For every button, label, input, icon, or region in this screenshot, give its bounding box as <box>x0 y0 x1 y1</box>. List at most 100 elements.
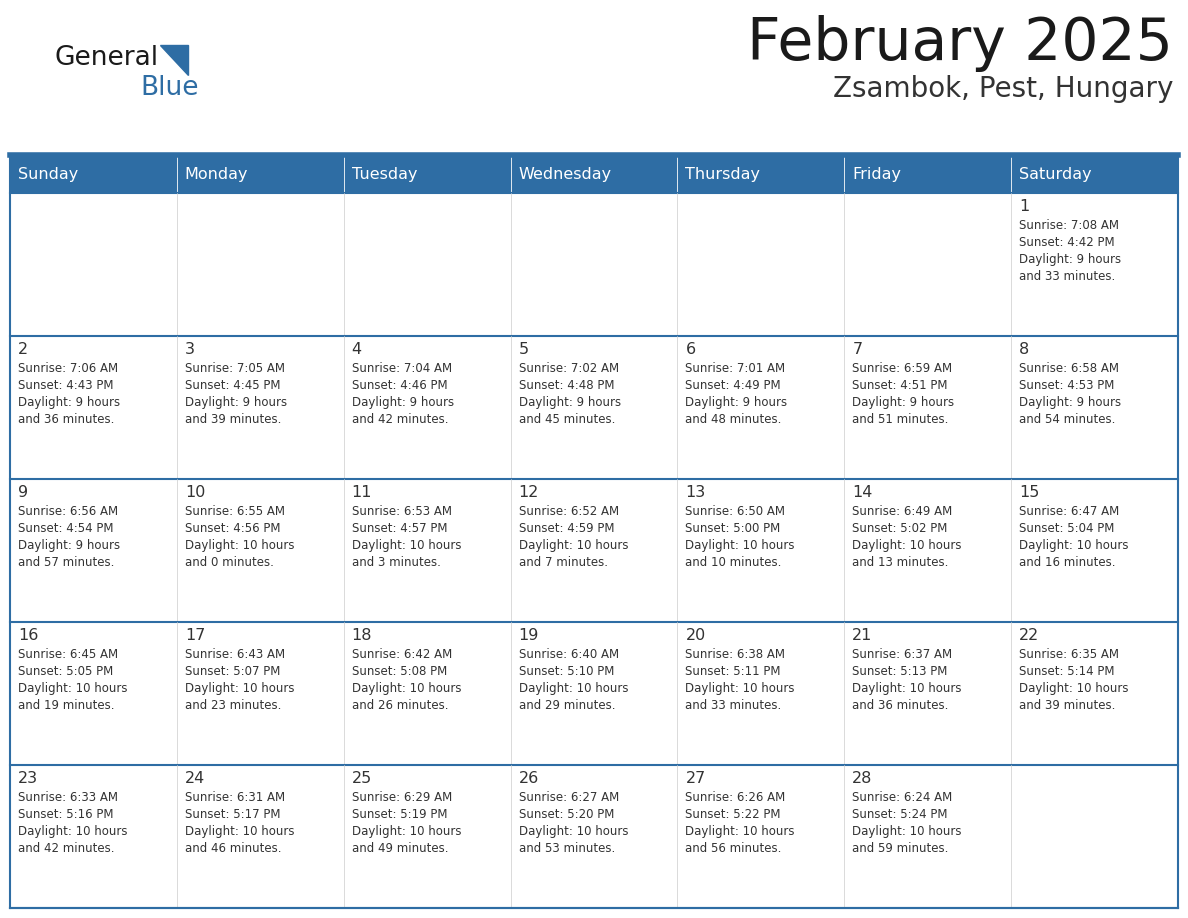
Text: Zsambok, Pest, Hungary: Zsambok, Pest, Hungary <box>833 75 1173 103</box>
Text: Sunrise: 6:58 AM: Sunrise: 6:58 AM <box>1019 362 1119 375</box>
Text: 25: 25 <box>352 771 372 786</box>
Bar <box>343 765 511 908</box>
Text: Daylight: 9 hours: Daylight: 9 hours <box>852 396 954 409</box>
Text: and 10 minutes.: and 10 minutes. <box>685 556 782 569</box>
Text: and 36 minutes.: and 36 minutes. <box>852 699 949 712</box>
Text: Sunset: 5:11 PM: Sunset: 5:11 PM <box>685 665 781 678</box>
Text: Sunset: 4:57 PM: Sunset: 4:57 PM <box>352 522 447 535</box>
Text: Daylight: 9 hours: Daylight: 9 hours <box>519 396 620 409</box>
Bar <box>677 622 845 765</box>
Bar <box>511 622 677 765</box>
Text: 18: 18 <box>352 628 372 643</box>
Text: 10: 10 <box>185 485 206 500</box>
Text: Daylight: 10 hours: Daylight: 10 hours <box>1019 539 1129 552</box>
Bar <box>10 193 177 336</box>
Text: 12: 12 <box>519 485 539 500</box>
Text: Sunrise: 6:45 AM: Sunrise: 6:45 AM <box>18 648 118 661</box>
Text: Sunset: 4:46 PM: Sunset: 4:46 PM <box>352 379 448 392</box>
Bar <box>10 622 177 765</box>
Text: Sunrise: 7:05 AM: Sunrise: 7:05 AM <box>185 362 285 375</box>
Text: Daylight: 10 hours: Daylight: 10 hours <box>1019 682 1129 695</box>
Text: Sunset: 4:45 PM: Sunset: 4:45 PM <box>185 379 280 392</box>
Text: Daylight: 9 hours: Daylight: 9 hours <box>352 396 454 409</box>
Bar <box>177 622 343 765</box>
Text: Daylight: 10 hours: Daylight: 10 hours <box>185 825 295 838</box>
Text: Daylight: 10 hours: Daylight: 10 hours <box>852 682 962 695</box>
Text: 23: 23 <box>18 771 38 786</box>
Text: 7: 7 <box>852 342 862 357</box>
Bar <box>343 336 511 479</box>
Text: Sunrise: 6:33 AM: Sunrise: 6:33 AM <box>18 791 118 804</box>
Text: and 56 minutes.: and 56 minutes. <box>685 842 782 855</box>
Text: General: General <box>55 45 159 71</box>
Text: 17: 17 <box>185 628 206 643</box>
Bar <box>845 622 1011 765</box>
Text: Sunrise: 7:04 AM: Sunrise: 7:04 AM <box>352 362 451 375</box>
Text: Monday: Monday <box>185 166 248 182</box>
Text: Sunset: 5:04 PM: Sunset: 5:04 PM <box>1019 522 1114 535</box>
Text: Sunset: 5:08 PM: Sunset: 5:08 PM <box>352 665 447 678</box>
Text: Sunset: 4:49 PM: Sunset: 4:49 PM <box>685 379 781 392</box>
Text: Daylight: 10 hours: Daylight: 10 hours <box>352 825 461 838</box>
Text: Daylight: 10 hours: Daylight: 10 hours <box>685 825 795 838</box>
Text: and 39 minutes.: and 39 minutes. <box>185 413 282 426</box>
Text: 13: 13 <box>685 485 706 500</box>
Bar <box>1011 193 1178 336</box>
Text: Sunrise: 6:50 AM: Sunrise: 6:50 AM <box>685 505 785 518</box>
Text: Sunset: 5:22 PM: Sunset: 5:22 PM <box>685 808 781 821</box>
Text: and 42 minutes.: and 42 minutes. <box>352 413 448 426</box>
Text: 16: 16 <box>18 628 38 643</box>
Text: Saturday: Saturday <box>1019 166 1092 182</box>
Text: Sunrise: 6:24 AM: Sunrise: 6:24 AM <box>852 791 953 804</box>
Text: and 33 minutes.: and 33 minutes. <box>685 699 782 712</box>
Text: Daylight: 9 hours: Daylight: 9 hours <box>1019 396 1121 409</box>
Text: 28: 28 <box>852 771 873 786</box>
Bar <box>677 765 845 908</box>
Text: Sunset: 4:53 PM: Sunset: 4:53 PM <box>1019 379 1114 392</box>
Bar <box>677 155 845 193</box>
Text: Sunset: 4:48 PM: Sunset: 4:48 PM <box>519 379 614 392</box>
Text: Daylight: 10 hours: Daylight: 10 hours <box>352 539 461 552</box>
Text: Sunset: 5:02 PM: Sunset: 5:02 PM <box>852 522 948 535</box>
Text: Sunrise: 6:49 AM: Sunrise: 6:49 AM <box>852 505 953 518</box>
Text: and 29 minutes.: and 29 minutes. <box>519 699 615 712</box>
Text: Wednesday: Wednesday <box>519 166 612 182</box>
Bar <box>343 155 511 193</box>
Bar <box>845 336 1011 479</box>
Text: Sunrise: 6:35 AM: Sunrise: 6:35 AM <box>1019 648 1119 661</box>
Text: 9: 9 <box>18 485 29 500</box>
Polygon shape <box>160 45 188 75</box>
Text: and 16 minutes.: and 16 minutes. <box>1019 556 1116 569</box>
Text: and 7 minutes.: and 7 minutes. <box>519 556 607 569</box>
Bar <box>511 765 677 908</box>
Text: and 19 minutes.: and 19 minutes. <box>18 699 114 712</box>
Text: Sunrise: 7:08 AM: Sunrise: 7:08 AM <box>1019 219 1119 232</box>
Bar <box>177 193 343 336</box>
Text: 8: 8 <box>1019 342 1029 357</box>
Text: 5: 5 <box>519 342 529 357</box>
Bar <box>1011 622 1178 765</box>
Text: Daylight: 10 hours: Daylight: 10 hours <box>519 825 628 838</box>
Text: Sunset: 5:14 PM: Sunset: 5:14 PM <box>1019 665 1114 678</box>
Text: 4: 4 <box>352 342 362 357</box>
Text: and 33 minutes.: and 33 minutes. <box>1019 270 1116 283</box>
Text: Daylight: 9 hours: Daylight: 9 hours <box>18 396 120 409</box>
Text: Sunset: 5:13 PM: Sunset: 5:13 PM <box>852 665 948 678</box>
Text: Sunset: 5:10 PM: Sunset: 5:10 PM <box>519 665 614 678</box>
Text: 22: 22 <box>1019 628 1040 643</box>
Text: and 51 minutes.: and 51 minutes. <box>852 413 949 426</box>
Text: Friday: Friday <box>852 166 902 182</box>
Text: Sunrise: 6:43 AM: Sunrise: 6:43 AM <box>185 648 285 661</box>
Text: Sunrise: 6:40 AM: Sunrise: 6:40 AM <box>519 648 619 661</box>
Text: Sunset: 4:59 PM: Sunset: 4:59 PM <box>519 522 614 535</box>
Text: Sunrise: 6:56 AM: Sunrise: 6:56 AM <box>18 505 118 518</box>
Bar <box>177 765 343 908</box>
Bar <box>845 193 1011 336</box>
Bar <box>1011 479 1178 622</box>
Text: 24: 24 <box>185 771 206 786</box>
Text: and 59 minutes.: and 59 minutes. <box>852 842 949 855</box>
Bar <box>511 155 677 193</box>
Text: Daylight: 10 hours: Daylight: 10 hours <box>185 682 295 695</box>
Text: Daylight: 10 hours: Daylight: 10 hours <box>519 539 628 552</box>
Text: Sunrise: 6:27 AM: Sunrise: 6:27 AM <box>519 791 619 804</box>
